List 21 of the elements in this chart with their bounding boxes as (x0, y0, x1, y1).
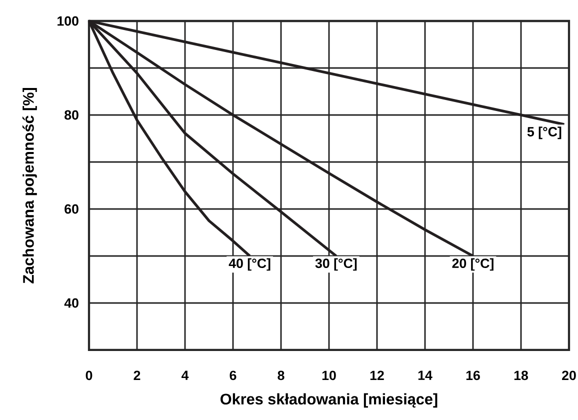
y-tick-label: 60 (64, 204, 78, 214)
series-label: 30 [°C] (315, 258, 357, 271)
x-tick-label: 18 (514, 370, 528, 380)
x-tick-label: 14 (418, 370, 432, 380)
x-tick-label: 4 (182, 370, 189, 380)
x-tick-label: 6 (230, 370, 236, 380)
x-tick-label: 16 (466, 370, 480, 380)
y-tick-label: 40 (64, 298, 78, 308)
x-tick-label: 8 (278, 370, 284, 380)
x-tick-label: 0 (86, 370, 92, 380)
series-label: 5 [°C] (527, 126, 562, 140)
x-tick-label: 10 (322, 370, 336, 380)
x-tick-label: 2 (134, 370, 140, 380)
x-tick-label: 12 (370, 370, 384, 380)
y-tick-label: 100 (58, 16, 78, 26)
series-label: 40 [°C] (228, 258, 270, 271)
x-axis-title: Okres składowania [miesiące] (220, 393, 438, 408)
y-tick-label: 80 (64, 110, 78, 120)
x-tick-label: 20 (562, 370, 576, 380)
y-axis-title: Zachowana pojemność [%] (22, 88, 37, 284)
series-label: 20 [°C] (452, 258, 494, 271)
